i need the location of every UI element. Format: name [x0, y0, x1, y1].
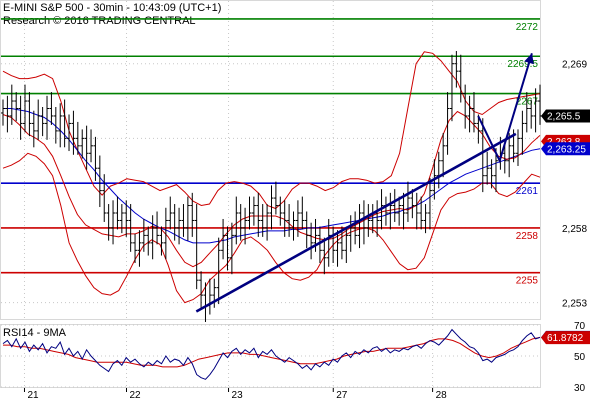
price-badge-label: 2,265.5 — [547, 111, 581, 122]
level-label: 2258 — [516, 231, 539, 242]
rsi-y-tick-label: 50 — [574, 352, 586, 363]
chart-subtitle: Research © 2016 TRADING CENTRAL — [3, 15, 196, 27]
price-badge-label: 2,263.25 — [547, 144, 586, 155]
level-label: 2272 — [516, 22, 539, 33]
level-label: 2261 — [516, 186, 539, 197]
ma-blue-line — [3, 108, 541, 244]
rsi-y-tick-label: 30 — [574, 383, 586, 394]
x-tick-label: 21 — [27, 390, 39, 400]
rsi-line — [2, 328, 541, 380]
price-badge — [541, 142, 590, 156]
forecast-path — [477, 53, 533, 164]
price-y-axis: 2,269 2,258 2,253 — [562, 60, 587, 310]
chart-title: E-MINI S&P 500 - 30min - 10:43:09 (UTC+1… — [3, 2, 221, 14]
rsi-y-tick-label: 70 — [574, 321, 586, 332]
rsi-badge — [541, 331, 590, 345]
forecast-arrowhead — [524, 53, 534, 65]
x-tick-label: 27 — [336, 390, 348, 400]
x-tick-label: 22 — [130, 390, 142, 400]
band-lower-line — [2, 152, 541, 304]
price-y-tick-label: 2,269 — [562, 60, 587, 71]
price-badge — [541, 109, 590, 123]
rsi-badge-label: 61.8782 — [547, 333, 584, 344]
price-y-tick-label: 2,258 — [562, 224, 587, 235]
rsi-y-axis: 70 50 30 — [574, 321, 586, 394]
x-tick-label: 23 — [232, 390, 244, 400]
price-badges: 2,265.52,263.82,263.2562.056361.8782 — [541, 109, 590, 345]
rsi-title: RSI14 - 9MA — [3, 327, 67, 339]
price-y-tick-label: 2,253 — [562, 299, 587, 310]
rsi-ma-line — [3, 336, 541, 368]
level-label: 2269.5 — [507, 59, 538, 70]
trendline — [195, 132, 517, 313]
rsi-lines — [2, 328, 541, 380]
trend-overlays — [195, 53, 534, 313]
price-bars — [1, 51, 542, 322]
x-axis: 21 22 23 27 28 — [23, 388, 448, 400]
price-panel — [0, 0, 541, 320]
level-label: 2255 — [516, 276, 539, 287]
x-tick-label: 28 — [436, 390, 448, 400]
